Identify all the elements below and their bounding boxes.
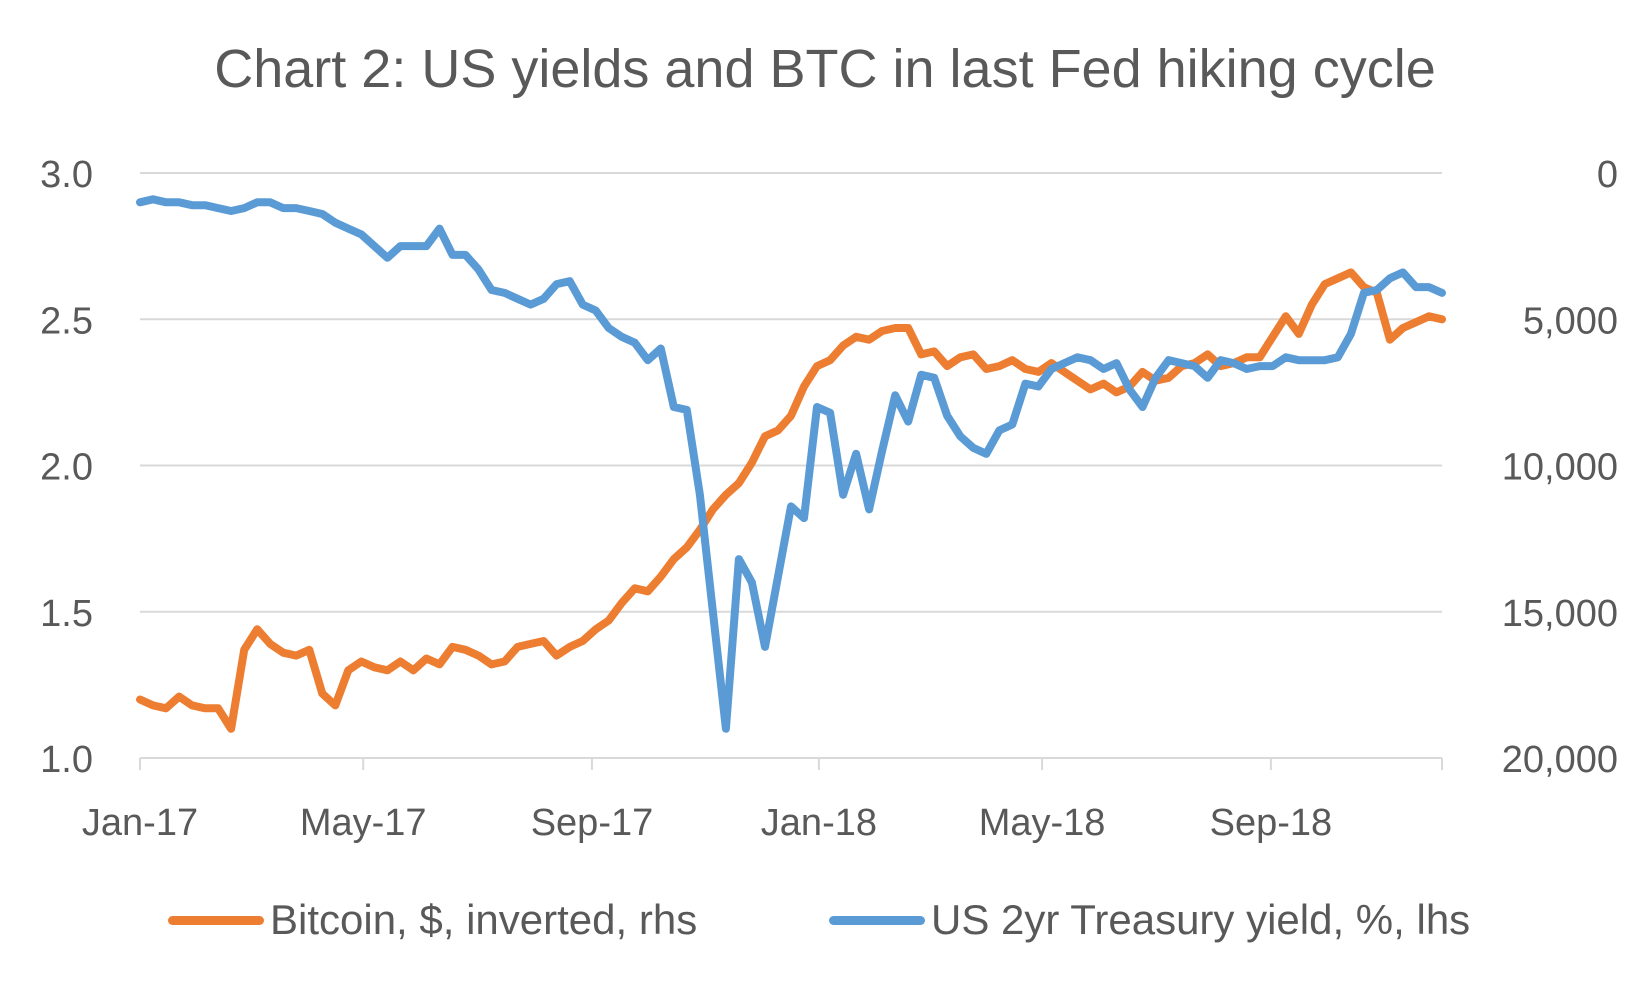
series-line-bitcoin: [136, 268, 1446, 733]
y-left-tick-label: 1.5: [40, 593, 93, 635]
gridlines: [140, 172, 1442, 613]
x-tick-label: Sep-17: [531, 802, 654, 844]
y-left-tick-label: 2.5: [40, 300, 93, 342]
y-left-tick-label: 3.0: [40, 154, 93, 196]
x-tick-label: Jan-17: [82, 802, 198, 844]
legend-item-treasury: US 2yr Treasury yield, %, lhs: [829, 893, 1470, 947]
series-lines: [136, 195, 1446, 733]
y-left-tick-label: 2.0: [40, 447, 93, 489]
y-right-tick-label: 5,000: [1523, 300, 1618, 342]
x-tick-label: May-18: [979, 802, 1106, 844]
legend-label-treasury: US 2yr Treasury yield, %, lhs: [931, 896, 1471, 943]
y-right-tick-label: 15,000: [1502, 593, 1618, 635]
legend-label-bitcoin: Bitcoin, $, inverted, rhs: [270, 896, 698, 943]
legend-swatch-treasury: [829, 915, 925, 925]
x-tick-label: Jan-18: [761, 802, 877, 844]
y-right-tick-label: 10,000: [1502, 447, 1618, 489]
y-left-tick-label: 1.0: [40, 739, 93, 781]
chart-title: Chart 2: US yields and BTC in last Fed h…: [214, 39, 1436, 99]
legend-swatch-bitcoin: [168, 915, 264, 925]
x-tick-label: Sep-18: [1210, 802, 1333, 844]
tick-labels: 1.0 20,000 1.5 15,000 2.0 10,000 2.5 5,000 3.0 0 J…: [40, 154, 1618, 844]
legend-item-bitcoin: Bitcoin, $, inverted, rhs: [168, 893, 697, 947]
y-right-tick-label: 20,000: [1502, 739, 1618, 781]
axes: [139, 757, 1443, 770]
series-line-treasury-yield: [136, 195, 1446, 733]
y-right-tick-label: 0: [1597, 154, 1618, 196]
x-tick-label: May-17: [300, 802, 427, 844]
